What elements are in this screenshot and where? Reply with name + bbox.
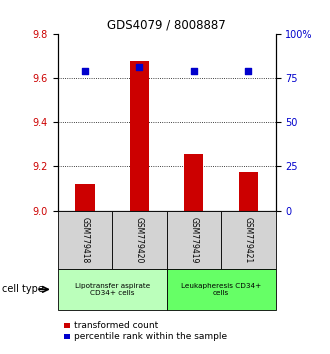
Bar (76, 184, 94, 211)
Text: GSM779420: GSM779420 (135, 217, 144, 263)
Text: GSM779419: GSM779419 (189, 217, 198, 263)
Text: Lipotransfer aspirate
CD34+ cells: Lipotransfer aspirate CD34+ cells (75, 283, 150, 296)
Text: cell type: cell type (2, 284, 44, 295)
Bar (130, 61, 149, 211)
Point (246, 68, 251, 74)
Point (191, 68, 197, 74)
Point (137, 64, 142, 70)
Text: GSM779421: GSM779421 (244, 217, 253, 263)
Text: GSM779418: GSM779418 (81, 217, 89, 263)
Text: transformed count: transformed count (74, 321, 158, 330)
Title: GDS4079 / 8008887: GDS4079 / 8008887 (107, 18, 226, 31)
Bar (239, 172, 258, 211)
Text: Leukapheresis CD34+
cells: Leukapheresis CD34+ cells (181, 283, 261, 296)
Bar (184, 154, 203, 211)
Text: percentile rank within the sample: percentile rank within the sample (74, 332, 227, 341)
Point (82, 68, 88, 74)
